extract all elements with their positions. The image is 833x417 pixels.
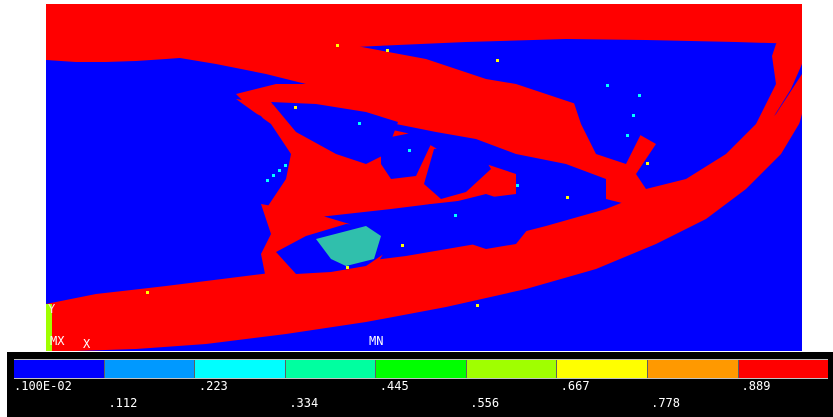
legend-lower-tick-3: .778	[651, 396, 681, 410]
legend-swatch-4	[376, 360, 467, 378]
legend-swatch-3	[285, 360, 377, 378]
legend-upper-tick-4: .889	[741, 379, 771, 393]
y-axis-triad-label: Y	[48, 302, 56, 316]
right-upper-void	[516, 42, 746, 76]
transition-elements	[266, 84, 641, 217]
legend-swatch-2	[195, 360, 286, 378]
min-marker-label: MN	[369, 334, 384, 348]
legend-swatch-1	[104, 360, 196, 378]
right-void	[636, 49, 776, 189]
center-void-2	[424, 144, 491, 199]
left-void	[46, 60, 286, 272]
density-contour-plot: Y MX X MN	[46, 4, 802, 351]
legend-swatch-8	[738, 360, 829, 378]
legend-upper-tick-2: .445	[379, 379, 409, 393]
center-void-4	[446, 194, 536, 249]
legend-swatch-5	[466, 360, 558, 378]
legend-lower-tick-1: .334	[289, 396, 319, 410]
bottom-right-void	[426, 114, 802, 351]
mid-upper-void	[271, 102, 398, 164]
legend-lower-tick-0: .112	[108, 396, 138, 410]
contour-legend: .100E-02 .223 .445 .667 .889 .112 .334 .556 .778	[7, 352, 833, 417]
support-marker	[46, 304, 52, 351]
upper-inner-arm	[156, 44, 656, 179]
transition-elements-yellow	[146, 44, 649, 307]
right-mid-void	[566, 69, 686, 164]
topology-structure	[46, 4, 802, 351]
legend-upper-tick-1: .223	[198, 379, 228, 393]
legend-upper-tick-3: .667	[560, 379, 590, 393]
center-void-1	[381, 132, 431, 179]
x-axis-triad-label: X	[83, 337, 91, 351]
bottom-member	[46, 74, 802, 351]
center-void-3	[401, 204, 441, 249]
top-member	[46, 4, 802, 62]
max-marker-label: MX	[50, 334, 65, 348]
legend-color-bar	[14, 359, 829, 379]
legend-upper-tick-0: .100E-02	[14, 379, 72, 393]
legend-swatch-6	[557, 360, 648, 378]
legend-swatch-7	[647, 360, 739, 378]
green-region	[316, 226, 381, 266]
legend-lower-tick-2: .556	[470, 396, 500, 410]
legend-swatch-0	[14, 360, 105, 378]
